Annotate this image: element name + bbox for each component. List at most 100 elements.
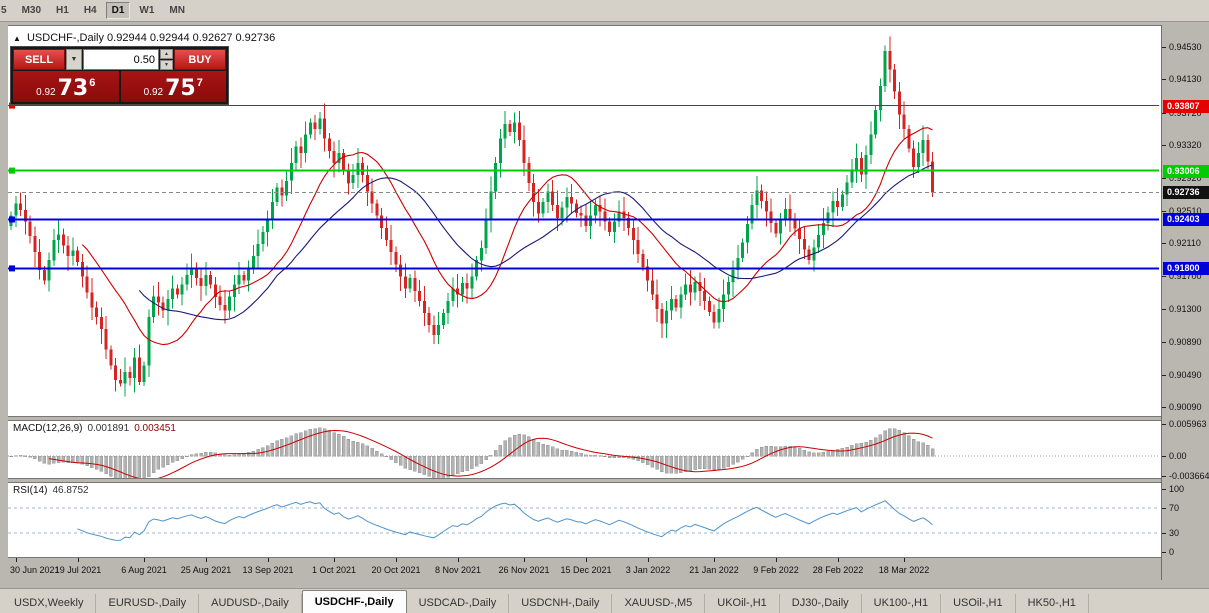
axis-tick [1162,508,1166,509]
timeframe-button-h1[interactable]: H1 [56,5,69,16]
price-axis-label: 0.90890 [1169,337,1202,347]
timeframe-button-mn[interactable]: MN [169,5,185,16]
timeframe-button-5[interactable]: 5 [1,5,7,16]
axis-tick [1162,178,1166,179]
date-axis-label: 6 Aug 2021 [121,565,167,575]
chart-tab[interactable]: XAUUSD-,M5 [612,594,706,613]
hline-price-tag: 0.91800 [1163,262,1209,275]
price-axis-label: 0.92110 [1169,238,1201,248]
price-axis-label: 70 [1169,503,1180,513]
axis-tick [1162,113,1166,114]
date-tick [904,558,905,562]
axis-tick [1162,211,1166,212]
buy-price-pip: 7 [196,77,203,89]
date-axis-label: 18 Mar 2022 [878,565,930,575]
axis-tick [1162,276,1166,277]
price-axis-label: 0.005963 [1169,419,1207,429]
date-tick [16,558,17,562]
date-tick [586,558,587,562]
axis-tick [1162,489,1166,490]
chart-tab[interactable]: USDCAD-,Daily [407,594,510,613]
date-axis-label: 19 Jul 2021 [54,565,102,575]
rsi-chart [8,500,1159,541]
buy-price-prefix: 0.92 [143,87,164,98]
axis-tick [1162,424,1166,425]
macd-chart [8,427,1159,478]
sell-price-prefix: 0.92 [36,87,56,98]
date-axis-label: 26 Nov 2021 [498,565,550,575]
price-axis[interactable]: 0.94530 0.94130 0.93720 0.93320 0.92920 0.925… [1161,25,1209,580]
axis-tick [1162,375,1166,376]
date-tick [334,558,335,562]
chart-tab[interactable]: DJ30-,Daily [780,594,862,613]
volume-stepper: ▲ ▼ [160,49,173,70]
volume-input[interactable] [83,49,159,70]
date-tick [206,558,207,562]
date-tick [776,558,777,562]
volume-down-button[interactable]: ▼ [160,60,173,70]
candlestick-chart [8,36,1159,397]
date-axis-label: 1 Oct 2021 [311,565,357,575]
axis-tick [1162,456,1166,457]
date-tick [714,558,715,562]
sell-price-pip: 6 [89,77,96,89]
date-axis-label: 3 Jan 2022 [625,565,671,575]
price-axis-label: 0.90490 [1169,370,1202,380]
date-axis-label: 25 Aug 2021 [180,565,232,575]
sell-price-display[interactable]: 0.92 73 6 [13,71,119,102]
price-axis-label: 0.91300 [1169,304,1202,314]
date-tick [458,558,459,562]
axis-tick [1162,309,1166,310]
chart-tabs-bar: USDX,Weekly EURUSD-,Daily AUDUSD-,Daily USD… [0,588,1209,613]
axis-tick [1162,47,1166,48]
chart-ohlc-info: ▲ USDCHF-,Daily 0.92944 0.92944 0.92627 … [13,32,275,44]
axis-tick [1162,476,1166,477]
axis-tick [1162,552,1166,553]
chart-tab[interactable]: UK100-,H1 [862,594,942,613]
date-axis-label: 15 Dec 2021 [560,565,612,575]
price-axis-label: 0 [1169,547,1175,557]
timeframe-button-w1[interactable]: W1 [139,5,155,16]
price-axis-label: 0.00 [1169,451,1187,461]
price-axis-label: 0.94530 [1169,42,1202,52]
price-axis-label: -0.003664 [1169,471,1209,481]
hline-price-tag: 0.93807 [1163,100,1209,113]
hline-price-tag: 0.93006 [1163,165,1209,178]
chart-tab[interactable]: USDCHF-,Daily [301,590,407,613]
chart-ohlc-values: 0.92944 0.92944 0.92627 0.92736 [107,32,276,44]
rsi-label: RSI(14) 46.8752 [13,485,89,496]
chart-tab[interactable]: UKOil-,H1 [705,594,780,613]
axis-tick [1162,145,1166,146]
chart-tab[interactable]: USDX,Weekly [2,594,97,613]
price-axis-label: 0.91700 [1169,271,1202,281]
timeframe-button-d1[interactable]: D1 [105,2,131,19]
chart-tab[interactable]: EURUSD-,Daily [96,594,200,613]
macd-indicator-panel[interactable]: MACD(12,26,9) 0.001891 0.003451 [8,420,1161,479]
date-tick [524,558,525,562]
panel-collapse-icon[interactable]: ▲ [13,34,21,43]
date-axis[interactable]: 30 Jun 2021 19 Jul 2021 6 Aug 2021 25 Aug 2… [8,558,1161,580]
chart-tab[interactable]: USOil-,H1 [941,594,1016,613]
main-chart-panel[interactable]: ▲ USDCHF-,Daily 0.92944 0.92944 0.92627 … [8,25,1161,417]
price-axis-label: 0.92920 [1169,173,1202,183]
axis-tick [1162,407,1166,408]
buy-button[interactable]: BUY [174,49,226,70]
hline-price-tag: 0.92403 [1163,213,1209,226]
buy-price-big: 75 [165,76,196,101]
chart-tab[interactable]: AUDUSD-,Daily [199,594,302,613]
current-price-tag: 0.92736 [1163,186,1209,199]
chart-tab[interactable]: HK50-,H1 [1016,594,1089,613]
sell-button[interactable]: SELL [13,49,65,70]
timeframe-button-h4[interactable]: H4 [83,5,97,16]
volume-up-button[interactable]: ▲ [160,49,173,59]
chart-symbol-label: USDCHF-,Daily [26,32,104,44]
timeframe-toolbar: 5 M30 H1 H4 D1 W1 MN [0,0,1209,22]
buy-price-display[interactable]: 0.92 75 7 [120,71,226,102]
date-axis-label: 20 Oct 2021 [371,565,421,575]
volume-dropdown-button[interactable]: ▼ [66,49,82,70]
date-axis-label: 8 Nov 2021 [434,565,482,575]
chart-tab[interactable]: USDCNH-,Daily [509,594,613,613]
timeframe-button-m30[interactable]: M30 [21,5,42,16]
rsi-indicator-panel[interactable]: RSI(14) 46.8752 [8,482,1161,558]
